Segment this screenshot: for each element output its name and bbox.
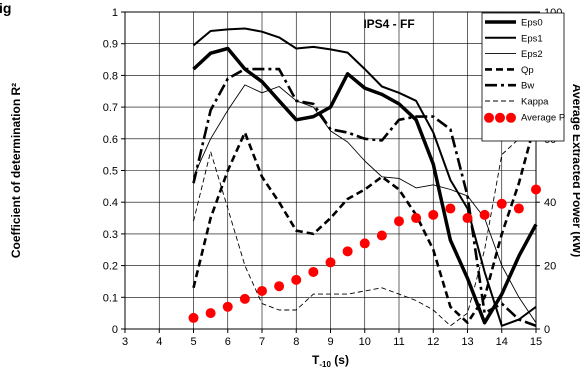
- average-power-point: [479, 209, 490, 220]
- corner-title-fragment: ig: [0, 0, 11, 16]
- average-power-point: [205, 308, 216, 319]
- average-power-point: [376, 230, 387, 241]
- average-power-point: [342, 246, 353, 257]
- y-left-tick-label: 0.6: [103, 134, 118, 146]
- y-left-tick-label: 0.3: [103, 229, 118, 241]
- series-line-qp: [192, 119, 538, 325]
- legend-label-eps1: Eps1: [521, 33, 543, 44]
- x-tick-label: 8: [293, 336, 299, 348]
- x-tick-label: 10: [359, 336, 371, 348]
- legend-swatch-dot: [484, 112, 494, 123]
- x-tick-label: 7: [259, 336, 265, 348]
- y-right-tick-label: 20: [544, 261, 556, 273]
- y-right-tick-label: 40: [544, 197, 556, 209]
- x-tick-label: 13: [461, 336, 473, 348]
- legend-label-kappa: Kappa: [521, 97, 549, 108]
- average-power-point: [222, 301, 233, 312]
- chart-title: IPS4 - FF: [363, 17, 414, 31]
- y-axis-right-title: Average Extracted Power (kW): [570, 84, 580, 258]
- y-left-tick-label: 0.7: [103, 102, 118, 114]
- legend-swatch-dot: [506, 112, 516, 123]
- legend-label-bw: Bw: [521, 81, 534, 92]
- legend-swatch-dot: [495, 112, 505, 123]
- x-tick-label: 6: [225, 336, 231, 348]
- y-left-tick-label: 1: [112, 7, 118, 19]
- y-left-tick-label: 0.1: [103, 292, 118, 304]
- average-power-point: [531, 184, 541, 195]
- x-tick-label: 12: [427, 336, 439, 348]
- legend-label-qp: Qp: [521, 65, 534, 76]
- x-tick-label: 15: [530, 336, 542, 348]
- average-power-point: [257, 285, 267, 296]
- legend-label-eps0: Eps0: [521, 18, 543, 29]
- average-power-point: [411, 213, 422, 224]
- average-power-point: [274, 281, 285, 292]
- series-line-eps1: [192, 27, 537, 327]
- average-power-point: [445, 203, 456, 214]
- average-power-point: [188, 312, 199, 323]
- x-tick-label: 4: [156, 336, 162, 348]
- y-left-tick-label: 0.4: [103, 197, 118, 209]
- y-left-tick-label: 0.9: [103, 39, 118, 51]
- average-power-point: [308, 266, 319, 277]
- series-line-kappa: [193, 110, 537, 327]
- x-tick-label: 14: [496, 336, 508, 348]
- average-power-point: [291, 274, 302, 285]
- average-power-point: [496, 198, 507, 209]
- x-tick-label: 9: [327, 336, 333, 348]
- legend-label-average-p: Average P: [521, 112, 565, 123]
- average-power-point: [325, 257, 336, 268]
- series-group: [192, 27, 538, 328]
- x-axis-title: T-10 (s): [312, 353, 349, 369]
- y-left-tick-label: 0.8: [103, 70, 118, 82]
- x-tick-label: 5: [190, 336, 196, 348]
- y-axis-left-title: Coefficient of determination R²: [9, 83, 23, 258]
- average-power-point: [359, 238, 370, 249]
- legend: Eps0 Eps1 Eps2 Qp Bw Kappa Average P: [481, 12, 565, 142]
- y-left-tick-label: 0: [112, 324, 118, 336]
- average-power-points: [188, 184, 541, 323]
- y-right-tick-label: 0: [544, 324, 550, 336]
- y-left-tick-label: 0.2: [103, 261, 118, 273]
- series-line-eps2: [193, 84, 537, 323]
- x-tick-label: 11: [393, 336, 404, 348]
- average-power-point: [462, 213, 473, 224]
- series-line-bw: [192, 67, 537, 328]
- legend-label-eps2: Eps2: [521, 49, 543, 60]
- average-power-point: [394, 216, 404, 227]
- x-tick-label: 3: [122, 336, 128, 348]
- average-power-point: [428, 209, 439, 220]
- y-left-tick-label: 0.5: [103, 166, 118, 178]
- average-power-point: [513, 203, 524, 214]
- average-power-point: [239, 293, 250, 304]
